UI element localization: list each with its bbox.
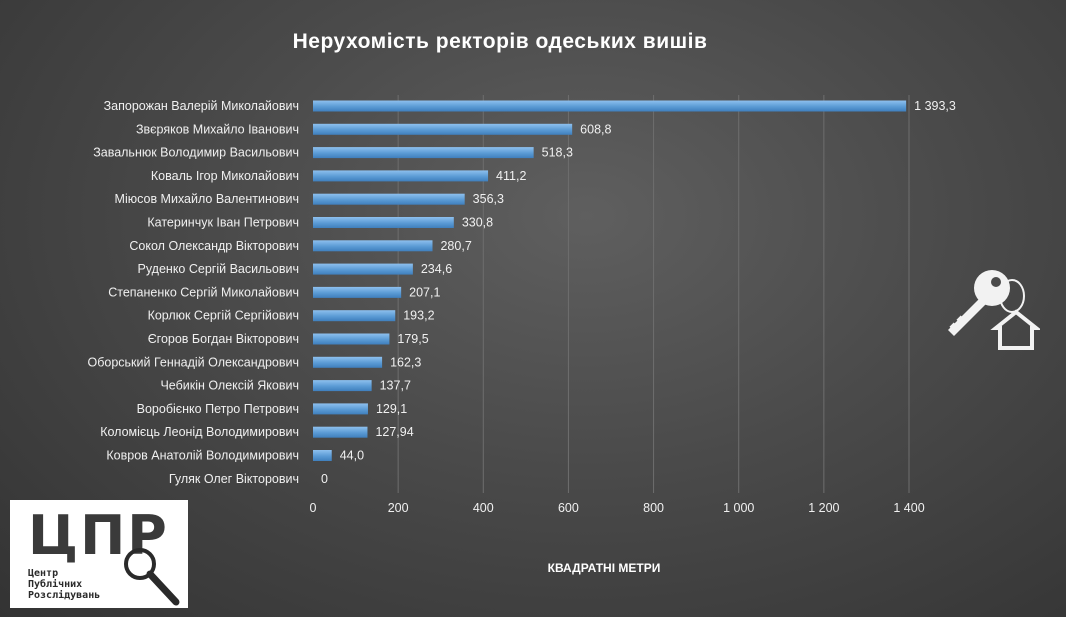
category-label: Звєряков Михайло Іванович	[136, 122, 299, 136]
x-tick-label: 600	[558, 501, 579, 515]
bar	[313, 333, 390, 345]
logo-line-3: Розслідувань	[28, 590, 101, 601]
bar	[313, 193, 465, 205]
category-label: Завальнюк Володимир Васильович	[93, 146, 299, 160]
x-tick-label: 1 400	[893, 501, 924, 515]
category-label: Воробієнко Петро Петрович	[137, 402, 299, 416]
bar	[313, 403, 368, 415]
bar	[313, 147, 534, 159]
x-tick-label: 400	[473, 501, 494, 515]
value-label: 280,7	[440, 239, 471, 253]
magnifier-icon	[124, 548, 180, 606]
bar	[313, 356, 383, 368]
logo-line-2: Публічних	[28, 579, 83, 590]
keys-house-icon	[948, 270, 1040, 350]
bar	[313, 170, 489, 182]
category-label: Степаненко Сергій Миколайович	[108, 285, 299, 299]
chart-title: Нерухомість ректорів одеських вишів	[292, 30, 708, 53]
value-label: 137,7	[380, 379, 411, 393]
value-label: 129,1	[376, 402, 407, 416]
value-label: 411,2	[496, 169, 526, 183]
value-label: 356,3	[473, 192, 504, 206]
bar	[313, 310, 396, 322]
category-label: Чебикін Олексій Якович	[160, 379, 299, 393]
value-label: 234,6	[421, 262, 452, 276]
value-label: 0	[321, 472, 328, 486]
x-tick-label: 1 200	[808, 501, 839, 515]
category-label: Корлюк Сергій Сергійович	[148, 309, 299, 323]
value-label: 608,8	[580, 122, 611, 136]
category-label: Сокол Олександр Вікторович	[129, 239, 299, 253]
bar	[313, 123, 573, 135]
logo-letters: ЦПР	[28, 504, 169, 567]
value-label: 179,5	[397, 332, 428, 346]
x-axis-title: КВАДРАТНІ МЕТРИ	[548, 561, 661, 575]
bar	[313, 450, 332, 461]
logo-subtitle: Центр Публічних Розслідувань	[28, 568, 138, 601]
x-tick-label: 0	[310, 501, 317, 515]
value-label: 193,2	[403, 309, 434, 323]
value-label: 207,1	[409, 285, 440, 299]
value-label: 330,8	[462, 216, 493, 230]
x-tick-label: 800	[643, 501, 664, 515]
category-label: Ковров Анатолій Володимирович	[106, 449, 299, 463]
category-label: Запорожан Валерій Миколайович	[104, 99, 299, 113]
labels: 0 200 400 600 800 1 000 1 200 1 400 Запорожан Ва…	[88, 99, 956, 515]
category-label: Міюсов Михайло Валентинович	[115, 192, 299, 206]
value-label: 127,94	[375, 425, 413, 439]
value-label: 44,0	[340, 449, 364, 463]
category-label: Руденко Сергій Васильович	[138, 262, 300, 276]
bar	[313, 380, 372, 392]
category-label: Коломієць Леонід Володимирович	[100, 425, 299, 439]
cpr-logo: ЦПР Центр Публічних Розслідувань	[10, 500, 188, 608]
bar	[313, 426, 368, 438]
bar	[313, 286, 402, 298]
bar	[313, 240, 433, 252]
x-tick-label: 1 000	[723, 501, 754, 515]
bars	[313, 100, 907, 461]
bar	[313, 263, 413, 275]
x-tick-label: 200	[388, 501, 409, 515]
bar	[313, 100, 907, 112]
category-label: Гуляк Олег Вікторович	[169, 472, 299, 486]
category-label: Коваль Ігор Миколайович	[151, 169, 299, 183]
logo-line-1: Центр	[28, 568, 59, 579]
category-label: Оборський Геннадій Олександрович	[88, 355, 300, 369]
category-label: Катеринчук Іван Петрович	[147, 216, 299, 230]
value-label: 518,3	[542, 146, 573, 160]
category-label: Єгоров Богдан Вікторович	[148, 332, 299, 346]
bar	[313, 217, 454, 228]
value-label: 1 393,3	[914, 99, 956, 113]
value-label: 162,3	[390, 355, 421, 369]
